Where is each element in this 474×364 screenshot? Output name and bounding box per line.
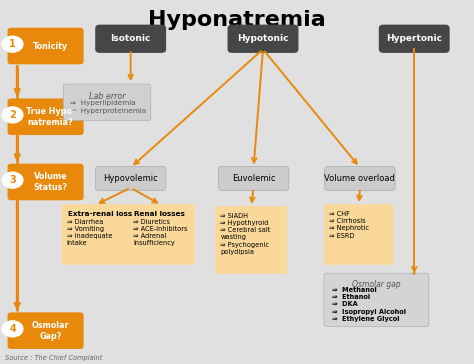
- FancyBboxPatch shape: [219, 166, 289, 190]
- Text: Renal losses: Renal losses: [135, 211, 185, 217]
- Circle shape: [2, 36, 23, 52]
- FancyBboxPatch shape: [379, 25, 450, 53]
- Text: ⇒  Hyperlipidemia: ⇒ Hyperlipidemia: [71, 100, 136, 106]
- Text: ⇒ Cerebral salt
wasting: ⇒ Cerebral salt wasting: [220, 227, 271, 240]
- Text: ⇒ SIADH: ⇒ SIADH: [220, 213, 248, 219]
- Text: ⇒ Cirrhosis: ⇒ Cirrhosis: [329, 218, 366, 224]
- Text: Euvolemic: Euvolemic: [232, 174, 275, 183]
- FancyBboxPatch shape: [62, 204, 129, 265]
- FancyBboxPatch shape: [8, 98, 83, 135]
- Text: Hypovolemic: Hypovolemic: [103, 174, 158, 183]
- FancyBboxPatch shape: [64, 84, 151, 120]
- Text: ⇒  Isopropyl Alcohol: ⇒ Isopropyl Alcohol: [331, 309, 406, 315]
- Text: Hypotonic: Hypotonic: [237, 34, 289, 43]
- Text: ⇒ Psychogenic
polydipsia: ⇒ Psychogenic polydipsia: [220, 242, 269, 255]
- Text: Isotonic: Isotonic: [110, 34, 151, 43]
- Text: ⇒ Nephrotic: ⇒ Nephrotic: [329, 225, 369, 232]
- Text: Osmolar gap: Osmolar gap: [352, 280, 401, 289]
- Text: ⇒ ACE-inhibitors: ⇒ ACE-inhibitors: [133, 226, 188, 232]
- FancyBboxPatch shape: [324, 273, 429, 327]
- Text: Hyponatremia: Hyponatremia: [148, 10, 326, 30]
- Circle shape: [2, 107, 23, 123]
- Text: ⇒ CHF: ⇒ CHF: [329, 211, 350, 217]
- Text: 1: 1: [9, 39, 16, 49]
- Text: ⇒ Adrenal
insufficiency: ⇒ Adrenal insufficiency: [133, 233, 175, 246]
- Circle shape: [2, 321, 23, 337]
- Text: True Hypo-
natremia?: True Hypo- natremia?: [26, 107, 75, 127]
- Text: ⇒ Hypothyroid: ⇒ Hypothyroid: [220, 220, 269, 226]
- FancyBboxPatch shape: [324, 204, 394, 265]
- Text: ⇒ Diuretics: ⇒ Diuretics: [133, 219, 170, 225]
- Text: ⇒  DKA: ⇒ DKA: [331, 301, 357, 308]
- FancyBboxPatch shape: [95, 25, 166, 53]
- Text: ⇒ ESRD: ⇒ ESRD: [329, 233, 355, 238]
- Text: Lab error: Lab error: [89, 92, 125, 102]
- FancyBboxPatch shape: [8, 28, 83, 64]
- FancyBboxPatch shape: [95, 166, 166, 190]
- FancyBboxPatch shape: [128, 204, 195, 265]
- FancyBboxPatch shape: [8, 312, 83, 349]
- Text: ⇒  Ethanol: ⇒ Ethanol: [331, 294, 370, 300]
- FancyBboxPatch shape: [325, 166, 395, 190]
- Circle shape: [2, 172, 23, 188]
- Text: Extra-renal loss: Extra-renal loss: [68, 211, 133, 217]
- Text: 3: 3: [9, 175, 16, 185]
- Text: 4: 4: [9, 324, 16, 334]
- FancyBboxPatch shape: [228, 25, 299, 53]
- Text: Volume
Status?: Volume Status?: [33, 172, 67, 192]
- Text: Osmolar
Gap?: Osmolar Gap?: [32, 321, 69, 341]
- Text: ⇒ Diarrhea: ⇒ Diarrhea: [67, 219, 103, 225]
- Text: ⇒ Vomiting: ⇒ Vomiting: [67, 226, 104, 232]
- Text: Volume overload: Volume overload: [324, 174, 395, 183]
- Text: Source : The Chief Complaint: Source : The Chief Complaint: [5, 355, 103, 361]
- Text: ⇒  Ethylene Glycol: ⇒ Ethylene Glycol: [331, 316, 399, 322]
- Text: 2: 2: [9, 110, 16, 120]
- Text: Tonicity: Tonicity: [33, 41, 68, 51]
- Text: ⇒  Hyperproteinemia: ⇒ Hyperproteinemia: [71, 108, 146, 114]
- Text: ⇒  Methanol: ⇒ Methanol: [331, 287, 376, 293]
- FancyBboxPatch shape: [215, 206, 287, 274]
- FancyBboxPatch shape: [8, 164, 83, 200]
- Text: Hypertonic: Hypertonic: [386, 34, 442, 43]
- Text: ⇒ Inadequate
intake: ⇒ Inadequate intake: [67, 233, 112, 246]
